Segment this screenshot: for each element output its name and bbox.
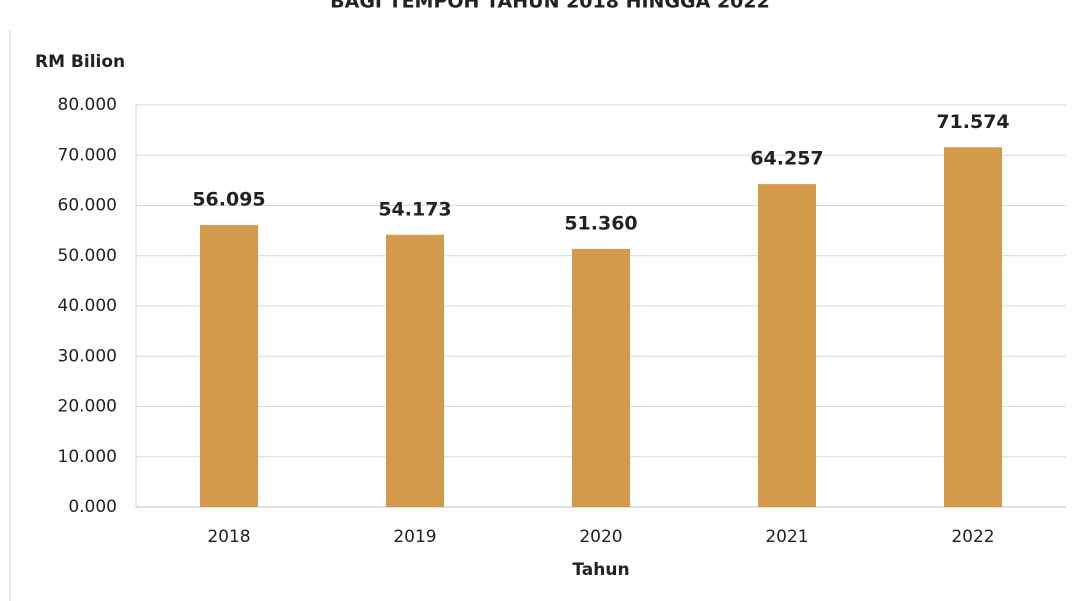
- data-label: 64.257: [750, 148, 823, 170]
- data-label: 56.095: [192, 189, 265, 211]
- bar: [572, 248, 630, 507]
- y-tick-label: 40.000: [58, 296, 117, 316]
- x-tick-label: 2018: [207, 527, 250, 547]
- data-label: 54.173: [378, 198, 451, 220]
- bar: [944, 147, 1002, 508]
- bar: [758, 184, 816, 507]
- x-tick-label: 2020: [579, 527, 622, 547]
- y-tick-label: 80.000: [58, 95, 117, 115]
- x-axis-label: Tahun: [572, 560, 629, 580]
- y-tick-label: 30.000: [58, 346, 117, 366]
- y-tick-label: 60.000: [58, 196, 117, 216]
- chart-title: BAGI TEMPOH TAHUN 2018 HINGGA 2022: [330, 0, 770, 13]
- y-tick-label: 70.000: [58, 145, 117, 165]
- bar: [386, 234, 444, 507]
- bar: [200, 225, 258, 507]
- y-tick-label: 20.000: [58, 397, 117, 417]
- y-tick-label: 50.000: [58, 246, 117, 266]
- y-axis-label: RM Bilion: [35, 52, 125, 72]
- data-label: 51.360: [564, 212, 637, 234]
- y-tick-label: 0.000: [68, 497, 117, 517]
- x-tick-label: 2019: [393, 527, 436, 547]
- x-tick-label: 2022: [951, 527, 994, 547]
- data-label: 71.574: [936, 111, 1009, 133]
- y-tick-label: 10.000: [58, 447, 117, 467]
- x-tick-label: 2021: [765, 527, 808, 547]
